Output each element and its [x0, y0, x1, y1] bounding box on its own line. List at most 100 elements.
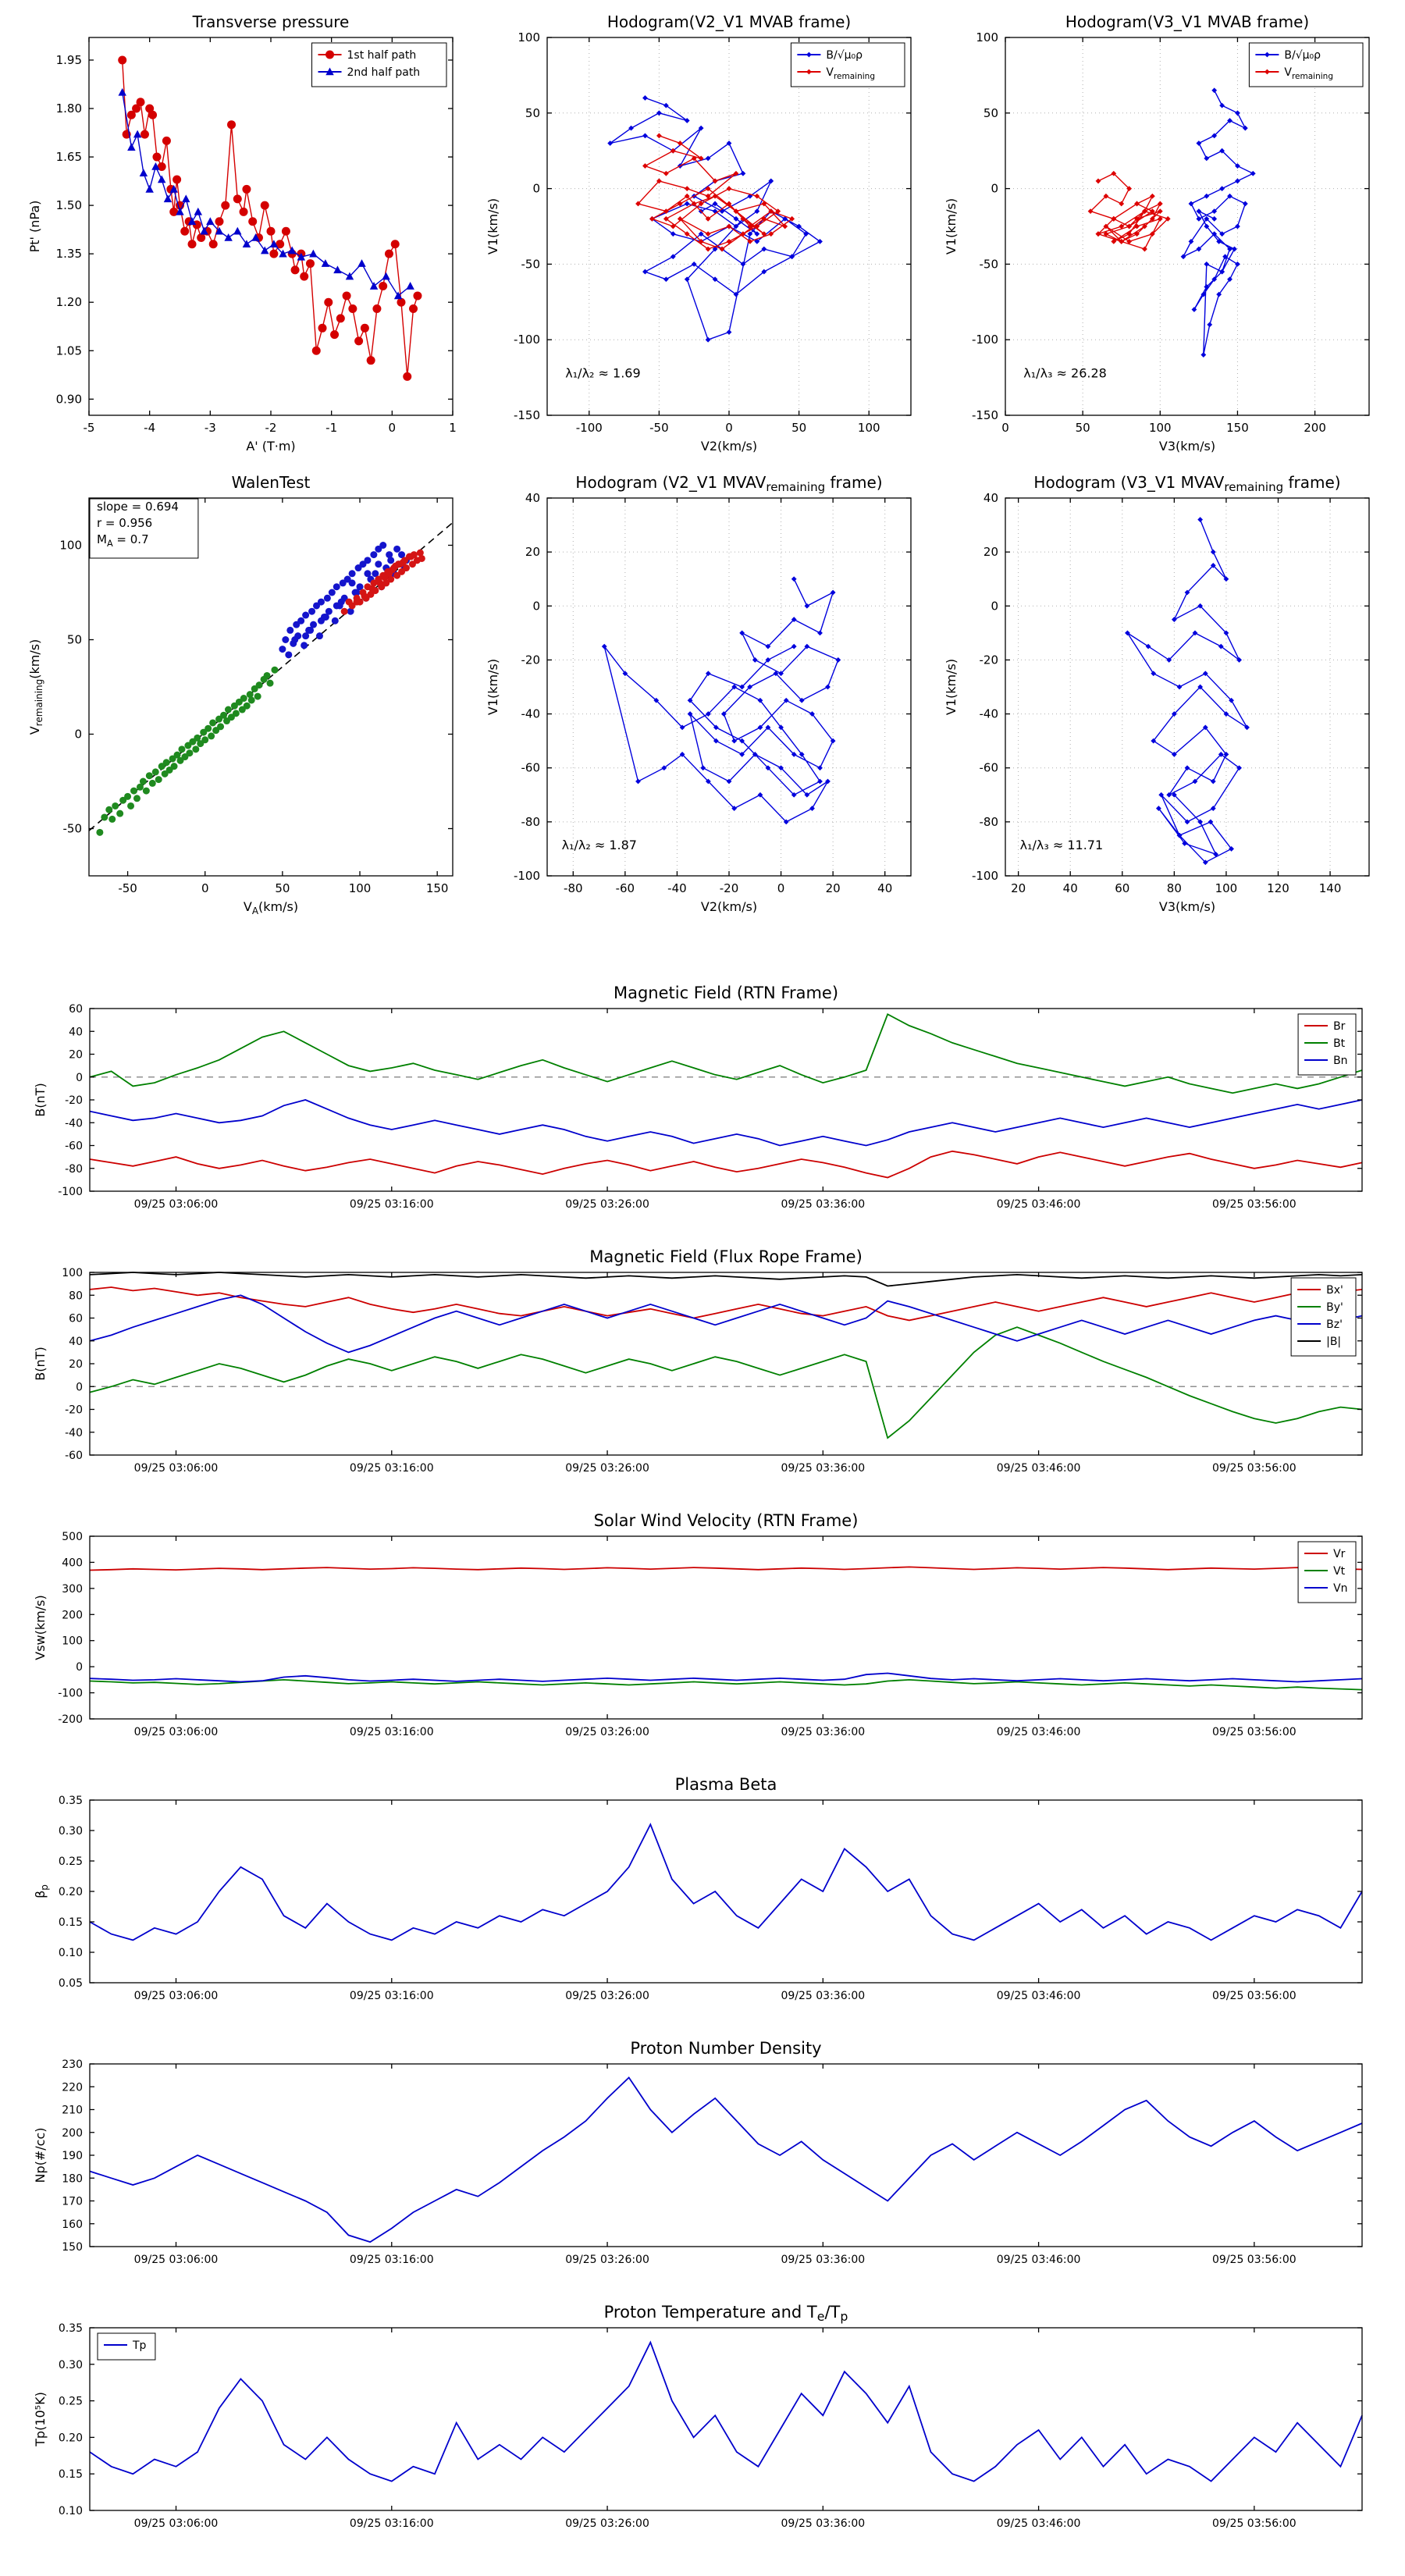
svg-text:09/25 03:46:00: 09/25 03:46:00: [997, 1990, 1081, 2002]
svg-text:50: 50: [984, 106, 998, 120]
svg-text:1.05: 1.05: [56, 343, 82, 358]
svg-text:-50: -50: [63, 822, 83, 836]
svg-text:60: 60: [69, 1003, 83, 1016]
svg-text:40: 40: [525, 491, 540, 505]
svg-text:1.20: 1.20: [56, 295, 82, 309]
svg-text:r = 0.956: r = 0.956: [97, 516, 152, 530]
top-row-1: -5 -4 -3 -2 -1 0 1 0.90 1.05 1.20 1.35 1.50 1.65 1.80…: [23, 6, 1382, 457]
svg-text:100: 100: [349, 881, 372, 895]
svg-text:0.20: 0.20: [59, 2432, 83, 2444]
svg-text:20: 20: [826, 881, 841, 895]
svg-text:50: 50: [1076, 421, 1090, 435]
svg-text:0: 0: [76, 1072, 83, 1084]
svg-text:Magnetic Field (RTN Frame): Magnetic Field (RTN Frame): [614, 984, 838, 1002]
svg-text:-80: -80: [564, 881, 583, 895]
proton-number-density-svg: 09/25 03:06:00 09/25 03:16:00 09/25 03:26:…: [33, 2039, 1363, 2266]
svg-text:100: 100: [62, 1635, 83, 1648]
svg-text:20: 20: [525, 545, 540, 559]
svg-text:100: 100: [976, 30, 998, 44]
svg-text:09/25 03:46:00: 09/25 03:46:00: [997, 1462, 1081, 1475]
svg-text:09/25 03:36:00: 09/25 03:36:00: [781, 2517, 865, 2530]
svg-text:-3: -3: [205, 421, 216, 435]
hodogram-v2v1-mvav-svg: -80 -60 -40 -20 0 20 40 -100 -80 -60 -40 -20 0 20 40 Ho…: [486, 473, 912, 914]
svg-text:09/25 03:26:00: 09/25 03:26:00: [565, 1990, 649, 2002]
svg-text:V1(km/s): V1(km/s): [486, 198, 500, 254]
svg-text:V1(km/s): V1(km/s): [486, 659, 500, 715]
svg-text:09/25 03:26:00: 09/25 03:26:00: [565, 2517, 649, 2530]
svg-text:140: 140: [1319, 881, 1342, 895]
svg-text:09/25 03:56:00: 09/25 03:56:00: [1212, 1990, 1297, 2002]
svg-text:100: 100: [858, 421, 880, 435]
svg-text:-60: -60: [616, 881, 635, 895]
svg-text:Bx': Bx': [1326, 1284, 1343, 1297]
svg-text:B(nT): B(nT): [33, 1347, 48, 1380]
svg-text:-60: -60: [65, 1140, 83, 1153]
svg-text:V3(km/s): V3(km/s): [1159, 439, 1215, 454]
svg-text:0.15: 0.15: [59, 2468, 83, 2481]
svg-text:40: 40: [69, 1026, 83, 1038]
chart-solar-wind-velocity: 09/25 03:06:00 09/25 03:16:00 09/25 03:26:…: [29, 1508, 1376, 1752]
svg-text:2nd half path: 2nd half path: [347, 66, 421, 79]
svg-text:09/25 03:26:00: 09/25 03:26:00: [565, 1462, 649, 1475]
top-row-2: -50 0 50 100 150 -50 0 50 100 WalenTest VA(km/s) Vr…: [23, 467, 1382, 918]
svg-text:A' (T·m): A' (T·m): [246, 439, 295, 454]
svg-text:0: 0: [76, 1381, 83, 1393]
chart-hodogram-v3v1-mvab: 0 50 100 150 200 -150 -100 -50 0 50 100 Hodogram(V3…: [940, 6, 1382, 457]
svg-text:300: 300: [62, 1583, 83, 1596]
svg-text:-150: -150: [972, 408, 998, 422]
svg-text:-20: -20: [65, 1094, 83, 1107]
svg-text:Hodogram (V2_V1 MVAVremaining: Hodogram (V2_V1 MVAVremaining frame): [575, 473, 882, 494]
chart-hodogram-v2v1-mvab: -100 -50 0 50 100 -150 -100 -50 0 50 100 Hodogram(V…: [482, 6, 923, 457]
svg-text:150: 150: [1226, 421, 1249, 435]
svg-text:Vsw(km/s): Vsw(km/s): [33, 1595, 48, 1660]
svg-text:09/25 03:46:00: 09/25 03:46:00: [997, 2254, 1081, 2266]
svg-text:50: 50: [525, 106, 540, 120]
svg-text:0.20: 0.20: [59, 1886, 83, 1898]
svg-text:09/25 03:26:00: 09/25 03:26:00: [565, 1198, 649, 1211]
svg-text:Br: Br: [1333, 1020, 1346, 1033]
svg-text:50: 50: [791, 421, 806, 435]
svg-text:Hodogram(V3_V1 MVAB frame): Hodogram(V3_V1 MVAB frame): [1065, 12, 1309, 31]
svg-text:0: 0: [725, 421, 733, 435]
chart-plasma-beta: 09/25 03:06:00 09/25 03:16:00 09/25 03:26:…: [29, 1772, 1376, 2016]
svg-text:slope = 0.694: slope = 0.694: [97, 500, 179, 514]
svg-text:09/25 03:36:00: 09/25 03:36:00: [781, 1990, 865, 2002]
hodogram-v3v1-mvav-svg: 20 40 60 80 100 120 140 -100 -80 -60 -40 -20 0 20 40 Ho…: [944, 473, 1370, 914]
svg-text:Transverse pressure: Transverse pressure: [192, 12, 350, 31]
svg-text:Vn: Vn: [1333, 1582, 1347, 1595]
svg-text:Vr: Vr: [1333, 1548, 1346, 1560]
svg-text:Proton Number Density: Proton Number Density: [630, 2039, 821, 2058]
svg-text:0.10: 0.10: [59, 1947, 83, 1959]
proton-temperature-svg: 09/25 03:06:00 09/25 03:16:00 09/25 03:26:…: [33, 2303, 1363, 2530]
svg-text:-150: -150: [514, 408, 540, 422]
svg-text:60: 60: [69, 1313, 83, 1325]
svg-text:0.90: 0.90: [56, 392, 82, 406]
hodogram-v3v1-mvab-svg: 0 50 100 150 200 -150 -100 -50 0 50 100 Hodogram(V3…: [944, 12, 1370, 454]
svg-text:0.35: 0.35: [59, 1795, 83, 1807]
svg-text:200: 200: [62, 1609, 83, 1621]
svg-text:Vremaining: Vremaining: [826, 66, 875, 81]
svg-text:-100: -100: [576, 421, 603, 435]
svg-text:By': By': [1326, 1301, 1343, 1314]
svg-text:09/25 03:06:00: 09/25 03:06:00: [134, 1198, 219, 1211]
svg-text:0: 0: [389, 421, 397, 435]
svg-text:1.65: 1.65: [56, 150, 82, 164]
svg-text:-80: -80: [980, 815, 999, 829]
svg-text:60: 60: [1115, 881, 1129, 895]
svg-text:09/25 03:06:00: 09/25 03:06:00: [134, 2517, 219, 2530]
svg-text:-40: -40: [980, 707, 999, 721]
svg-text:-100: -100: [972, 869, 998, 883]
svg-text:V2(km/s): V2(km/s): [701, 899, 757, 914]
svg-text:Hodogram (V3_V1 MVAVremaining: Hodogram (V3_V1 MVAVremaining frame): [1033, 473, 1340, 494]
svg-text:80: 80: [69, 1290, 83, 1302]
chart-proton-temperature: 09/25 03:06:00 09/25 03:16:00 09/25 03:26:…: [29, 2300, 1376, 2543]
svg-text:09/25 03:16:00: 09/25 03:16:00: [350, 1990, 434, 2002]
svg-text:-60: -60: [980, 761, 999, 775]
svg-text:0: 0: [1001, 421, 1009, 435]
svg-text:λ₁/λ₃ ≈ 11.71: λ₁/λ₃ ≈ 11.71: [1020, 838, 1104, 852]
svg-text:230: 230: [62, 2058, 83, 2071]
svg-text:200: 200: [1304, 421, 1326, 435]
svg-text:-80: -80: [521, 815, 541, 829]
svg-text:Magnetic Field (Flux Rope Fram: Magnetic Field (Flux Rope Frame): [589, 1247, 863, 1266]
